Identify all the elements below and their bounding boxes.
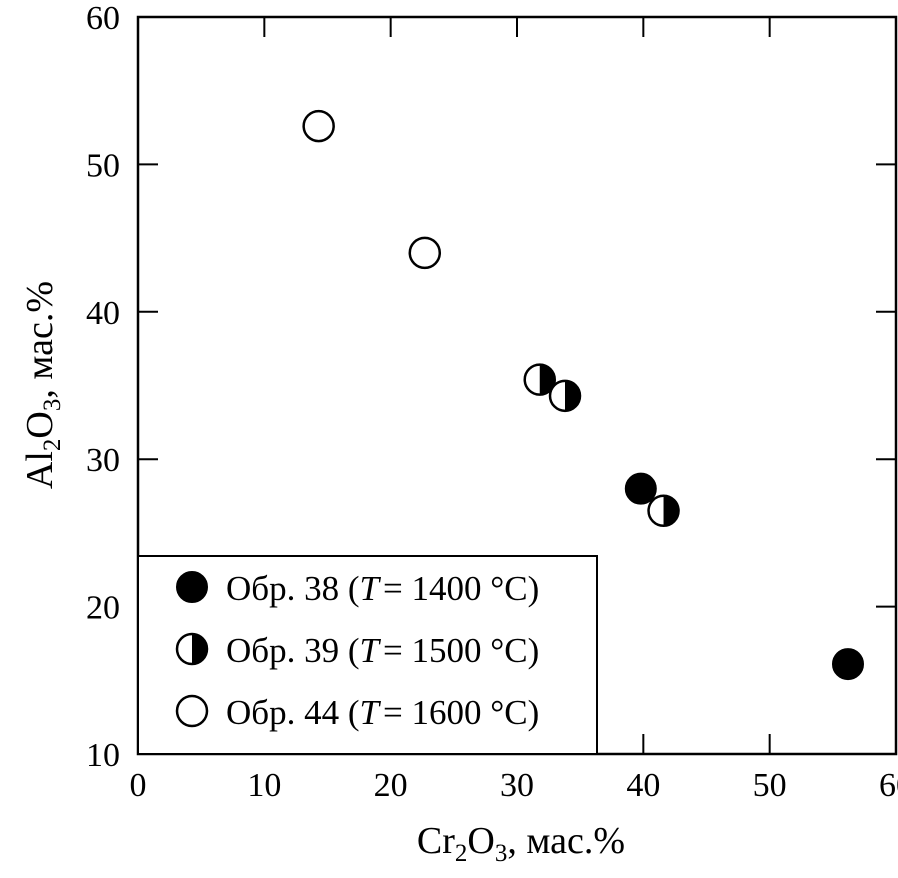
y-tick-label: 40: [86, 295, 120, 332]
y-tick-label: 60: [86, 0, 120, 37]
legend-entry-1: Обр. 39 (T = 1500 °C): [226, 631, 539, 670]
data-point-2-1: [408, 236, 442, 270]
legend-markers: [175, 571, 209, 728]
legend-box: [137, 555, 598, 755]
x-tick-label: 20: [374, 767, 408, 804]
y-axis-title: Al2O3, мас.%: [19, 281, 66, 489]
x-tick-label: 30: [500, 767, 534, 804]
axis-tick-labels: 0 10 20 30 40 50 60 10 20 30 40 50 60: [86, 0, 898, 804]
legend-marker-0: [176, 571, 208, 603]
x-tick-label: 50: [753, 767, 787, 804]
legend: Обр. 38 (T = 1400 °C) Обр. 39 (T = 1500 °C…: [137, 555, 598, 755]
x-tick-label: 60: [879, 767, 898, 804]
data-point-1-1: [548, 379, 582, 413]
y-tick-label: 10: [86, 737, 120, 774]
y-tick-label: 30: [86, 442, 120, 479]
legend-entry-0: Обр. 38 (T = 1400 °C): [226, 569, 539, 608]
y-tick-label: 50: [86, 147, 120, 184]
x-tick-label: 10: [247, 767, 281, 804]
x-tick-label: 40: [626, 767, 660, 804]
x-axis-title: Cr2O3, мас.%: [417, 820, 625, 867]
legend-marker-1: [175, 632, 209, 666]
y-tick-label: 20: [86, 590, 120, 627]
data-points: [302, 109, 864, 681]
legend-marker-2: [175, 694, 209, 728]
data-point-1-2: [647, 494, 680, 528]
data-point-0-0: [624, 472, 657, 505]
data-point-0-1: [831, 648, 864, 681]
legend-entry-2: Обр. 44 (T = 1600 °C): [226, 693, 539, 732]
data-point-1-0: [523, 363, 556, 396]
data-point-2-0: [302, 109, 335, 143]
x-tick-label: 0: [130, 767, 147, 804]
